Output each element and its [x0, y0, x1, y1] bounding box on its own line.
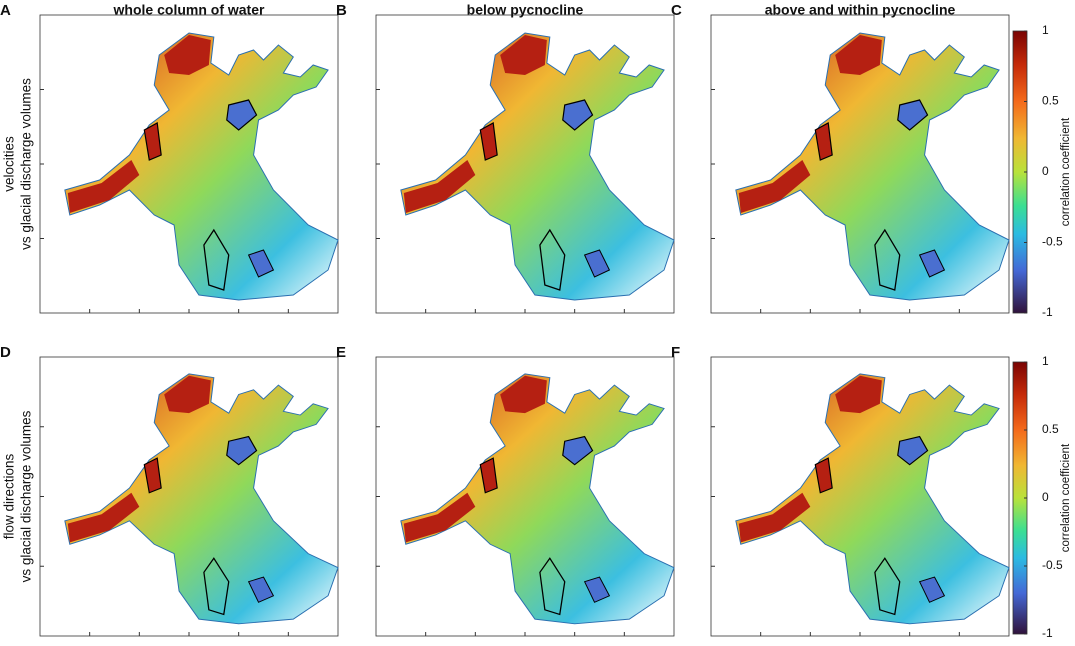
colorbar-tick-label: -0.5: [1042, 558, 1063, 572]
panel: F: [671, 344, 1009, 636]
colorbar: 1 0.5 0 -0.5 -1 correlation coefficient: [1013, 354, 1072, 640]
colorbar-label: correlation coefficient: [1060, 117, 1072, 226]
panel: D: [0, 344, 338, 636]
colorbars: 1 0.5 0 -0.5 -1 correlation coefficient 1 0.5 0 -…: [1013, 23, 1072, 640]
colorbar-tick-label: 1: [1042, 354, 1049, 368]
colorbar-tick-label: 1: [1042, 23, 1049, 37]
panel-title: whole column of water: [113, 2, 265, 18]
panel-letter: F: [671, 344, 680, 361]
row-label: velocities: [2, 136, 17, 192]
panel-letter: E: [336, 344, 346, 361]
panel-title: below pycnocline: [467, 2, 584, 18]
panel-title: above and within pycnocline: [765, 2, 956, 18]
panel-letter: B: [336, 2, 347, 19]
row-label: flow directions: [2, 453, 17, 539]
figure: velocitiesvs glacial discharge volumesfl…: [0, 0, 1075, 646]
panel-letter: A: [0, 2, 11, 19]
row-label: vs glacial discharge volumes: [19, 78, 34, 250]
colorbar-label: correlation coefficient: [1060, 443, 1072, 552]
colorbar-tick-label: -1: [1042, 305, 1053, 319]
panel: E: [336, 344, 674, 636]
panel-letter: C: [671, 2, 682, 19]
colorbar-tick-label: 0.5: [1042, 94, 1059, 108]
colorbar-tick-label: 0.5: [1042, 422, 1059, 436]
row-label: vs glacial discharge volumes: [19, 410, 34, 582]
panel-letter: D: [0, 344, 11, 361]
colorbar-tick-label: -1: [1042, 626, 1053, 640]
colorbar: 1 0.5 0 -0.5 -1 correlation coefficient: [1013, 23, 1072, 319]
colorbar-tick-label: 0: [1042, 164, 1049, 178]
colorbar-tick-label: 0: [1042, 490, 1049, 504]
colorbar-tick-label: -0.5: [1042, 235, 1063, 249]
